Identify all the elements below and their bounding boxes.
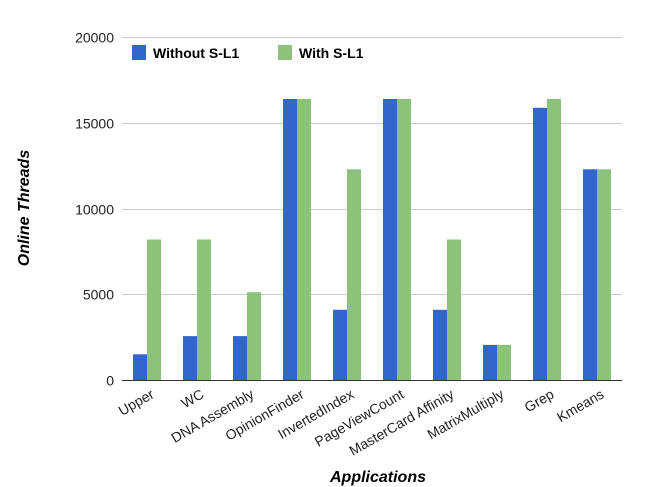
bar [147,239,161,380]
y-tick-label: 10000 [75,202,114,218]
bar [447,239,461,380]
legend-swatch [132,45,146,60]
bar [297,99,311,380]
y-tick-label: 20000 [75,30,114,46]
bar [183,336,197,380]
y-tick-label: 5000 [83,287,114,303]
legend: Without S-L1 With S-L1 [132,45,364,61]
x-tick-label: Grep [522,386,557,416]
bar [233,336,247,380]
bar [433,309,447,380]
x-tick-label: Kmeans [554,386,606,426]
bar [133,354,147,380]
x-tick-label: WC [178,386,206,412]
bar [197,239,211,380]
x-tick-label: Upper [115,386,156,419]
bar [347,169,361,380]
legend-label: Without S-L1 [153,45,239,61]
bars [133,99,611,381]
y-axis-title: Online Threads [16,150,33,267]
bar [247,292,261,380]
bar [547,99,561,380]
bar [533,107,547,381]
bar [583,169,597,380]
legend-label: With S-L1 [299,45,364,61]
bar [397,99,411,380]
y-tick-label: 15000 [75,116,114,132]
y-tick-label: 0 [106,373,114,389]
bar [383,99,397,380]
bar [597,169,611,380]
legend-swatch [278,45,292,60]
bar [333,309,347,380]
bar [497,344,511,380]
bar [283,99,297,380]
x-axis-title: Applications [329,469,426,486]
y-tick-labels: 0 5000 10000 15000 20000 [75,30,114,389]
bar [483,344,497,380]
